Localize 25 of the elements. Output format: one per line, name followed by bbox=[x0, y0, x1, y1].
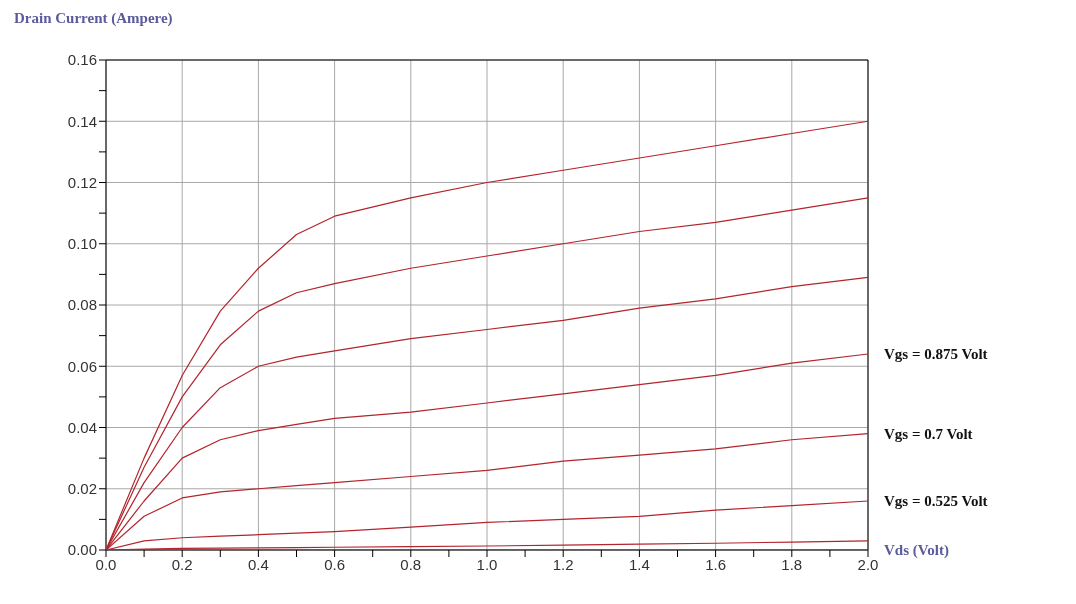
series-label: Vgs = 0.525 Volt bbox=[884, 493, 988, 510]
y-tick-label: 0.06 bbox=[67, 357, 97, 375]
x-tick-label: 2.0 bbox=[857, 555, 879, 573]
y-tick-label: 0.08 bbox=[67, 296, 97, 314]
y-tick-label: 0.00 bbox=[67, 541, 97, 559]
x-tick-label: 0.2 bbox=[171, 555, 193, 573]
x-tick-label: 1.8 bbox=[781, 555, 803, 573]
y-tick-label: 0.16 bbox=[67, 51, 97, 69]
x-tick-label: 1.0 bbox=[476, 555, 498, 573]
x-tick-label: 1.6 bbox=[705, 555, 727, 573]
x-tick-label: 1.4 bbox=[628, 555, 650, 573]
y-tick-label: 0.04 bbox=[67, 418, 97, 436]
y-tick-label: 0.14 bbox=[67, 112, 97, 130]
y-tick-label: 0.02 bbox=[67, 480, 97, 498]
x-tick-label: 0.6 bbox=[324, 555, 346, 573]
x-tick-label: 0.8 bbox=[400, 555, 422, 573]
x-axis-title: Vds (Volt) bbox=[884, 542, 949, 560]
y-tick-label: 0.10 bbox=[67, 235, 97, 253]
y-tick-label: 0.12 bbox=[67, 173, 97, 191]
series-label: Vgs = 0.875 Volt bbox=[884, 346, 988, 363]
series-label: Vgs = 0.7 Volt bbox=[884, 425, 973, 442]
x-tick-label: 1.2 bbox=[552, 555, 574, 573]
x-tick-label: 0.4 bbox=[247, 555, 269, 573]
x-tick-label: 0.0 bbox=[95, 555, 117, 573]
y-axis-title: Drain Current (Ampere) bbox=[14, 10, 173, 27]
